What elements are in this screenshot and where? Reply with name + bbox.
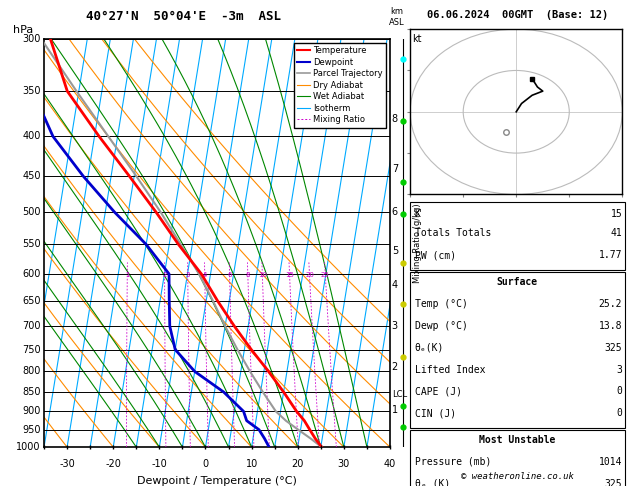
Text: 325: 325 [604,479,622,486]
Text: 25: 25 [321,272,330,278]
Bar [410,430,625,486]
Text: 8: 8 [245,272,250,278]
Text: Dewp (°C): Dewp (°C) [415,321,467,331]
Text: 3: 3 [186,272,190,278]
Text: 300: 300 [22,34,40,44]
Text: 13.8: 13.8 [599,321,622,331]
Text: 6: 6 [392,207,398,217]
Text: 41: 41 [611,228,622,239]
Text: 3: 3 [616,364,622,375]
Text: Most Unstable: Most Unstable [479,435,555,445]
Text: -10: -10 [152,459,167,469]
Bar [410,202,625,270]
Text: 600: 600 [22,269,40,279]
Text: 5: 5 [392,245,398,256]
Text: 6: 6 [227,272,232,278]
Text: K: K [415,209,421,219]
Text: Temp (°C): Temp (°C) [415,299,467,309]
Text: 20: 20 [291,459,304,469]
Text: 650: 650 [22,296,40,306]
Text: 0: 0 [616,386,622,397]
Text: 500: 500 [22,207,40,217]
Text: Mixing Ratio (g/kg): Mixing Ratio (g/kg) [413,203,422,283]
Text: 3: 3 [392,321,398,331]
Text: © weatheronline.co.uk: © weatheronline.co.uk [461,472,574,481]
Text: hPa: hPa [13,25,33,35]
Text: 1014: 1014 [599,457,622,467]
Text: 4: 4 [392,280,398,290]
Text: 10: 10 [245,459,258,469]
Text: 10: 10 [258,272,267,278]
Text: 800: 800 [22,366,40,377]
Text: 15: 15 [285,272,294,278]
Text: CIN (J): CIN (J) [415,408,456,418]
Text: 4: 4 [203,272,207,278]
Text: θₑ(K): θₑ(K) [415,343,444,353]
Text: km
ASL: km ASL [389,7,404,27]
Text: 1000: 1000 [16,442,40,452]
Text: 40°27'N  50°04'E  -3m  ASL: 40°27'N 50°04'E -3m ASL [86,10,281,22]
Text: 450: 450 [22,172,40,181]
Bar [410,272,625,428]
Text: 700: 700 [22,321,40,331]
Text: CAPE (J): CAPE (J) [415,386,462,397]
Text: 1: 1 [125,272,130,278]
Legend: Temperature, Dewpoint, Parcel Trajectory, Dry Adiabat, Wet Adiabat, Isotherm, Mi: Temperature, Dewpoint, Parcel Trajectory… [294,43,386,128]
Text: 900: 900 [22,406,40,417]
Text: 850: 850 [22,387,40,397]
Text: 06.06.2024  00GMT  (Base: 12): 06.06.2024 00GMT (Base: 12) [426,10,608,20]
Text: Pressure (mb): Pressure (mb) [415,457,491,467]
Text: 325: 325 [604,343,622,353]
Text: 950: 950 [22,425,40,435]
Text: 20: 20 [305,272,314,278]
Text: 750: 750 [22,345,40,355]
Text: 550: 550 [22,240,40,249]
Text: 2: 2 [392,362,398,372]
Text: 30: 30 [338,459,350,469]
Text: θₑ (K): θₑ (K) [415,479,450,486]
Text: 8: 8 [392,114,398,124]
Text: -30: -30 [59,459,75,469]
Text: 1: 1 [392,404,398,415]
Text: Lifted Index: Lifted Index [415,364,485,375]
Text: 40: 40 [384,459,396,469]
Text: 0: 0 [616,408,622,418]
Text: Totals Totals: Totals Totals [415,228,491,239]
Text: LCL: LCL [392,389,407,399]
Text: Dewpoint / Temperature (°C): Dewpoint / Temperature (°C) [137,476,297,486]
Text: 2: 2 [162,272,167,278]
Text: 1.77: 1.77 [599,250,622,260]
Text: Surface: Surface [497,277,538,287]
Text: PW (cm): PW (cm) [415,250,456,260]
Text: -20: -20 [105,459,121,469]
Text: kt: kt [412,34,422,44]
Text: 0: 0 [203,459,209,469]
Text: 7: 7 [392,164,398,174]
Text: 15: 15 [611,209,622,219]
Text: 25.2: 25.2 [599,299,622,309]
Text: 350: 350 [22,86,40,96]
Text: 400: 400 [22,131,40,141]
